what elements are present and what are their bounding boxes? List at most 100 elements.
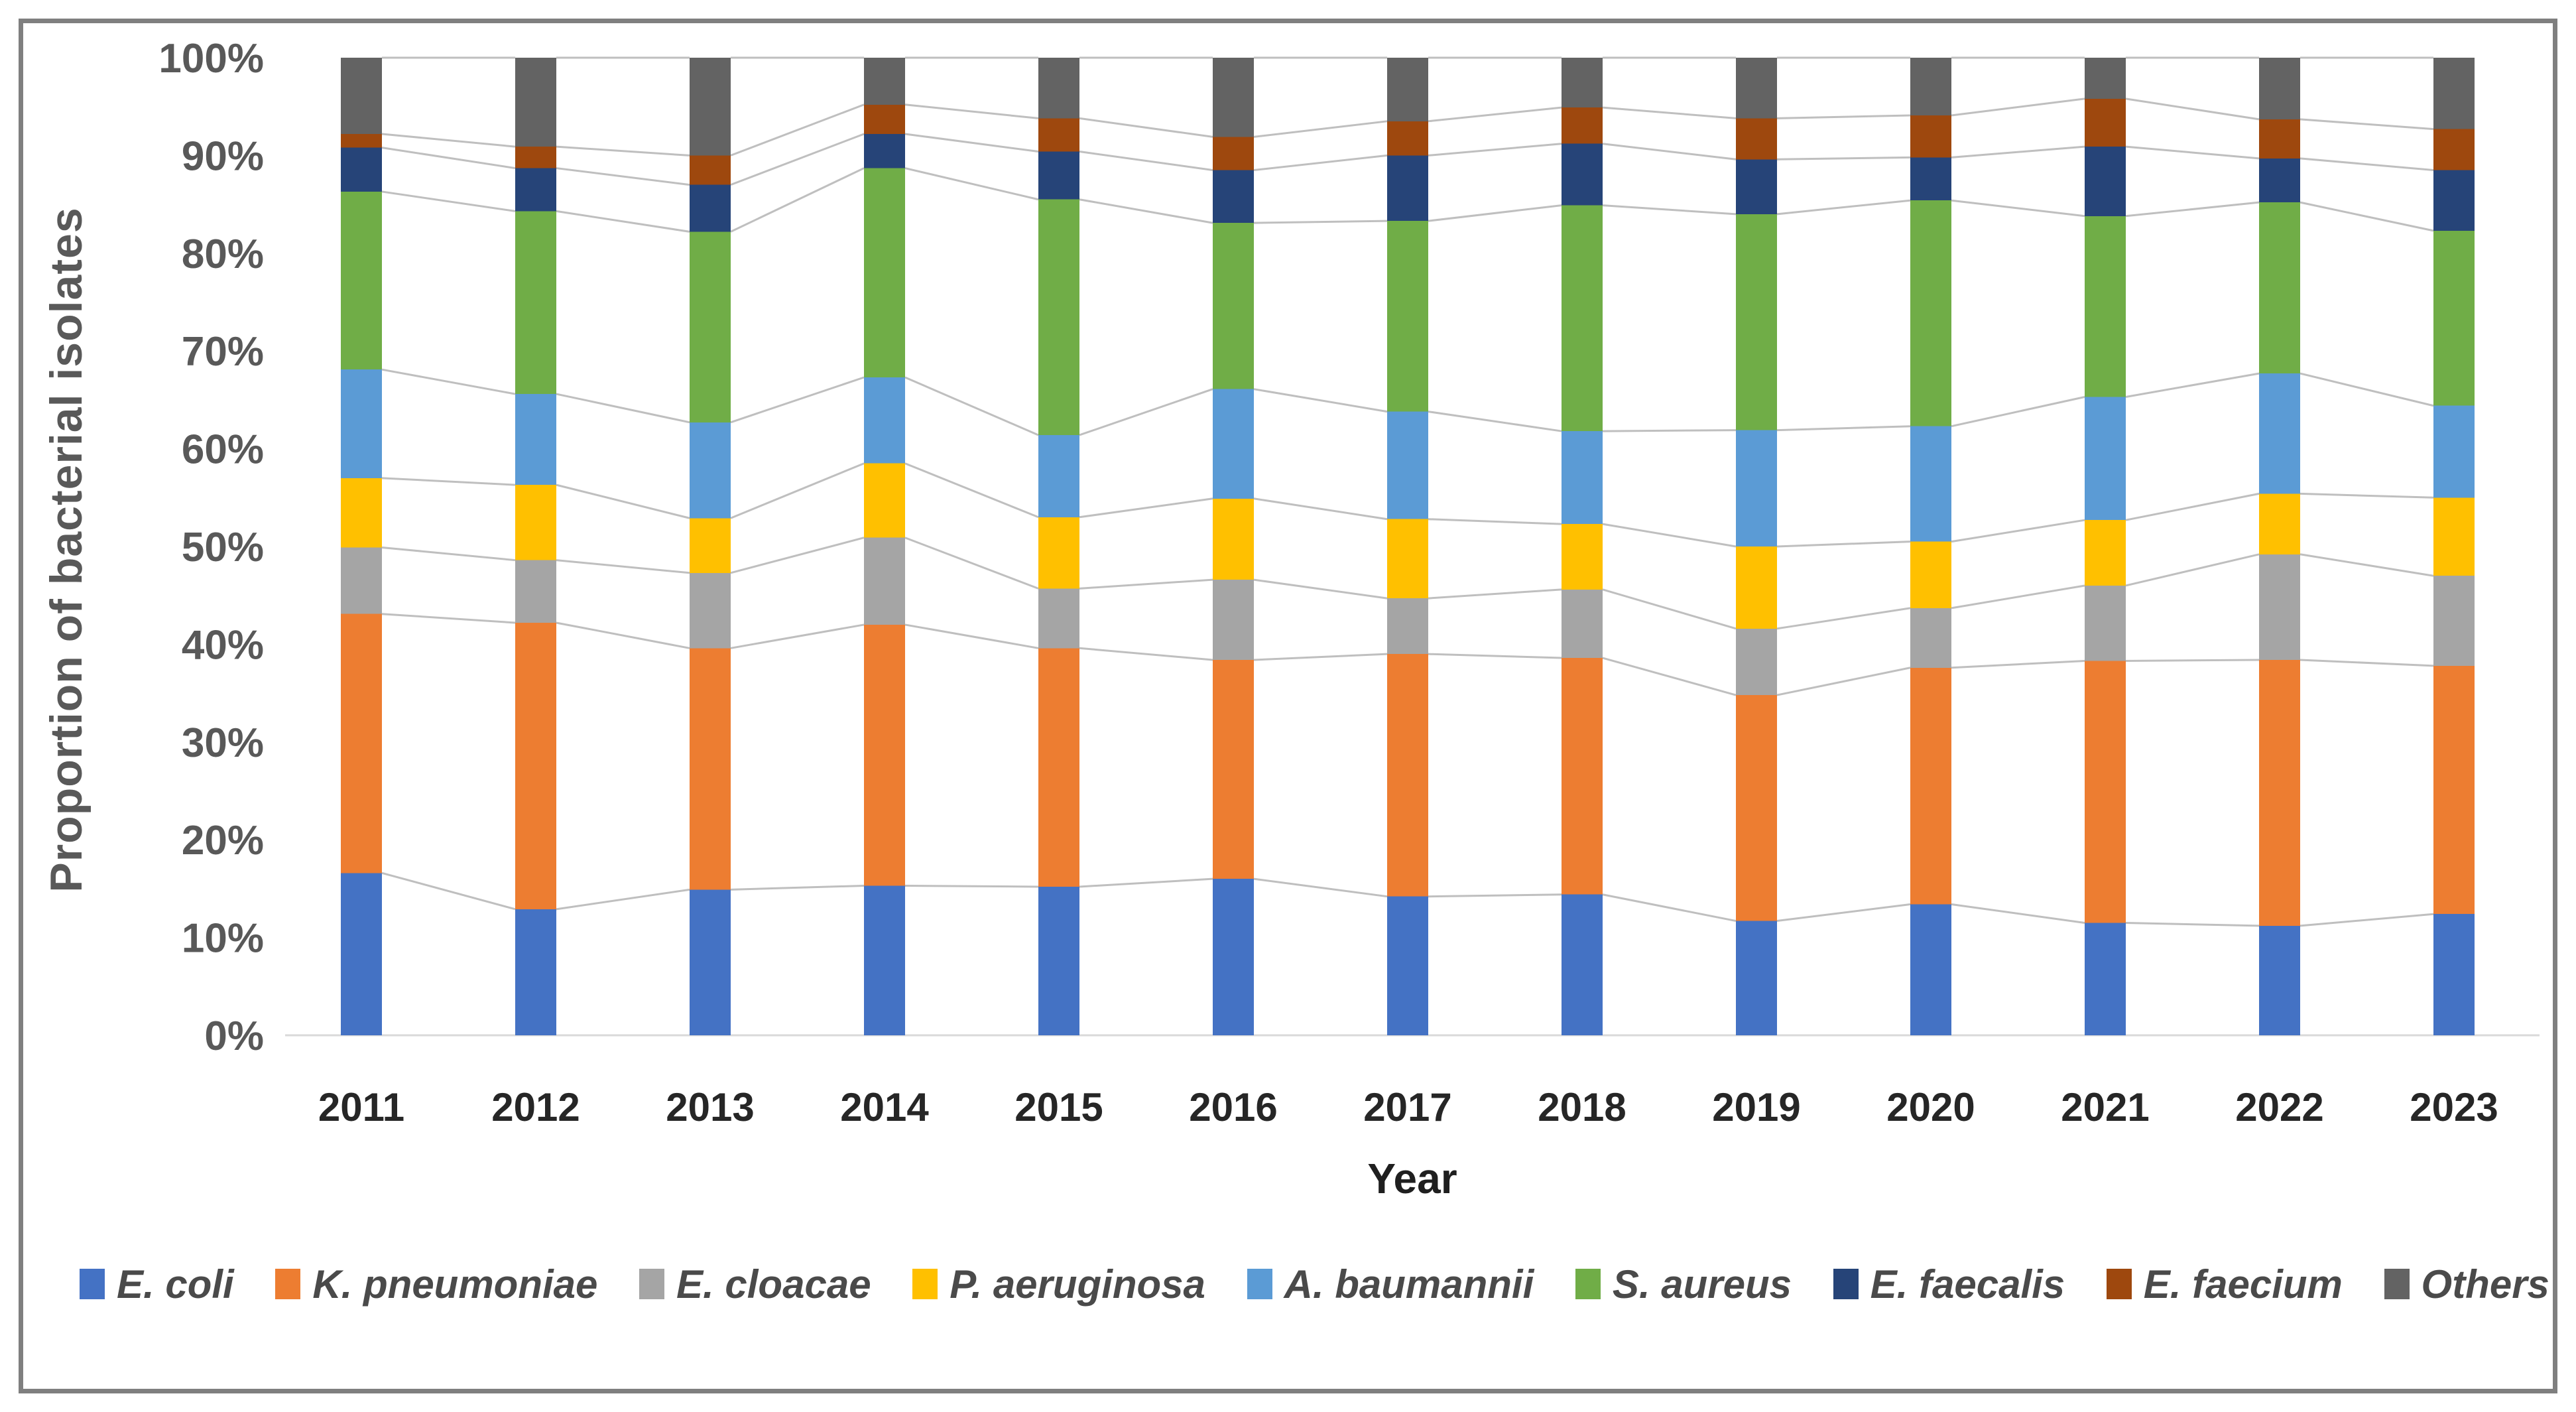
x-tick-label: 2011 — [318, 1085, 404, 1129]
series-connector-line — [381, 477, 516, 486]
series-connector-line — [904, 884, 1039, 888]
x-axis-title: Year — [1367, 1155, 1457, 1202]
bar-segment-2020-e-faecalis — [1910, 157, 1951, 201]
legend-label: K. pneumoniae — [312, 1261, 598, 1307]
series-connector-line — [1428, 143, 1562, 157]
bar-segment-2020-e-faecium — [1910, 115, 1951, 158]
legend-item-e-faecalis: E. faecalis — [1833, 1261, 2065, 1307]
bar-segment-2020-e-cloacae — [1910, 608, 1951, 668]
bar-segment-2019-e-faecalis — [1736, 159, 1777, 214]
bar-segment-2021-e-faecium — [2085, 98, 2126, 147]
bar-segment-2019-e-faecium — [1736, 118, 1777, 160]
legend-item-a-baumannii: A. baumannii — [1247, 1261, 1534, 1307]
bar-segment-2014-p-aeruginosa — [864, 463, 905, 538]
legend-label: E. cloacae — [676, 1261, 871, 1307]
bar-segment-2019-p-aeruginosa — [1736, 546, 1777, 629]
bar-segment-2011-e-faecalis — [341, 147, 382, 192]
bar-segment-2016-e-coli — [1213, 879, 1254, 1035]
x-tick-label: 2023 — [2410, 1085, 2498, 1129]
series-connector-line — [1253, 877, 1388, 898]
bar-segment-2013-s-aureus — [690, 231, 731, 422]
bar-segment-2013-p-aeruginosa — [690, 518, 731, 573]
bar-segment-2012-s-aureus — [515, 211, 556, 395]
bar-segment-2017-e-faecium — [1387, 121, 1428, 156]
series-connector-line — [1602, 106, 1737, 119]
bar-segment-2021-a-baumannii — [2085, 397, 2126, 521]
legend-item-e-coli: E. coli — [80, 1261, 234, 1307]
series-connector-line — [1428, 411, 1562, 432]
bar-segment-2022-e-faecium — [2259, 119, 2300, 159]
series-connector-line — [904, 167, 1039, 201]
series-connector-line — [2300, 372, 2434, 407]
series-connector-line — [1079, 647, 1213, 661]
legend-swatch-icon — [912, 1269, 938, 1299]
series-connector-line — [1951, 145, 2085, 159]
bar-segment-2014-a-baumannii — [864, 377, 905, 464]
y-tick-label: 10% — [182, 916, 264, 962]
series-connector-line — [556, 888, 690, 911]
series-connector-line — [2300, 659, 2434, 667]
bar-segment-2014-s-aureus — [864, 168, 905, 377]
y-tick-label: 60% — [182, 427, 264, 473]
series-connector-line — [730, 167, 865, 233]
series-connector-line — [1776, 667, 1911, 696]
y-tick-label: 50% — [182, 525, 264, 570]
bar-segment-2022-k-pneumoniae — [2259, 659, 2300, 926]
bar-segment-2013-e-faecalis — [690, 184, 731, 232]
bar-segment-2017-k-pneumoniae — [1387, 654, 1428, 897]
bar-segment-2012-p-aeruginosa — [515, 485, 556, 560]
bar-segment-2019-k-pneumoniae — [1736, 695, 1777, 921]
x-tick-label: 2019 — [1712, 1085, 1800, 1129]
bar-segment-2012-e-coli — [515, 909, 556, 1035]
series-connector-line — [730, 623, 865, 649]
series-connector-line — [1951, 199, 2085, 218]
bar-segment-2012-a-baumannii — [515, 394, 556, 485]
bar-segment-2015-k-pneumoniae — [1038, 648, 1079, 887]
series-connector-line — [1951, 396, 2085, 428]
bar-segment-2013-e-cloacae — [690, 572, 731, 649]
series-connector-line — [1253, 388, 1388, 413]
series-connector-line — [1776, 156, 1911, 160]
series-connector-line — [1776, 425, 1911, 432]
bar-segment-2014-others — [864, 58, 905, 105]
y-tick-label: 100% — [158, 36, 264, 82]
y-tick-label: 0% — [204, 1013, 264, 1059]
series-connector-line — [1079, 497, 1213, 519]
legend-label: A. baumannii — [1284, 1261, 1534, 1307]
series-connector-line — [1602, 523, 1737, 548]
bar-segment-2016-e-faecalis — [1213, 170, 1254, 224]
series-connector-line — [556, 559, 690, 574]
legend-item-p-aeruginosa: P. aeruginosa — [912, 1261, 1205, 1307]
bar-segment-2016-e-faecium — [1213, 137, 1254, 170]
bar-segment-2011-s-aureus — [341, 191, 382, 370]
bar-segment-2011-e-coli — [341, 873, 382, 1035]
series-connector-line — [556, 393, 690, 424]
series-connector-line — [904, 462, 1039, 519]
series-connector-line — [1951, 584, 2085, 610]
bar-segment-2018-e-faecalis — [1562, 143, 1603, 206]
legend-swatch-icon — [2384, 1269, 2410, 1299]
series-connector-line — [381, 147, 516, 170]
series-connector-line — [1079, 877, 1213, 888]
series-connector-line — [2300, 201, 2434, 232]
bar-segment-2021-e-faecalis — [2085, 147, 2126, 216]
legend-label: E. faecalis — [1870, 1261, 2065, 1307]
bar-segment-2015-e-cloacae — [1038, 588, 1079, 649]
x-tick-label: 2017 — [1363, 1085, 1451, 1129]
bar-segment-2019-a-baumannii — [1736, 430, 1777, 546]
legend-item-k-pneumoniae: K. pneumoniae — [275, 1261, 597, 1307]
series-connector-line — [2125, 553, 2260, 587]
x-tick-label: 2015 — [1014, 1085, 1103, 1129]
bar-segment-2011-a-baumannii — [341, 369, 382, 478]
series-connector-line — [2125, 372, 2260, 398]
bar-segment-2014-k-pneumoniae — [864, 624, 905, 886]
bar-segment-2014-e-faecalis — [864, 133, 905, 168]
legend-label: S. aureus — [1612, 1261, 1792, 1307]
series-connector-line — [730, 376, 865, 424]
x-tick-label: 2022 — [2235, 1085, 2323, 1129]
series-connector-line — [1951, 97, 2085, 117]
series-connector-line — [1079, 198, 1213, 224]
series-connector-line — [2125, 145, 2260, 160]
series-connector-line — [1428, 893, 1562, 898]
x-tick-label: 2021 — [2061, 1085, 2149, 1129]
